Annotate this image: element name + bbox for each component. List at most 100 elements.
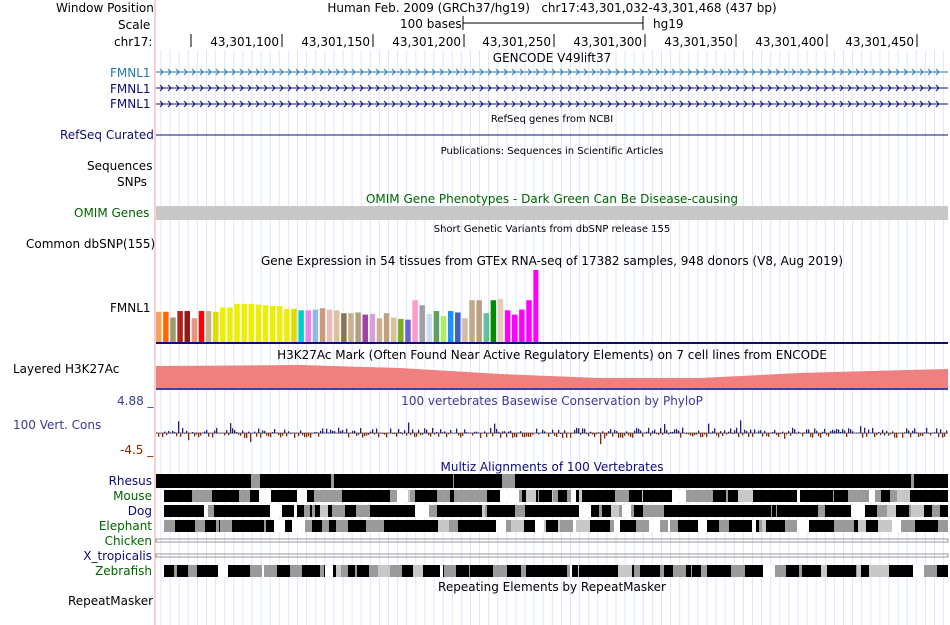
- multiz-alignment-block: [233, 520, 244, 532]
- publications-label[interactable]: Sequences: [87, 159, 153, 173]
- phylop-bar: [490, 427, 492, 434]
- multiz-alignment-block: [860, 490, 869, 502]
- phylop-bar: [824, 428, 826, 434]
- multiz-species-label[interactable]: Rhesus: [108, 474, 152, 488]
- phylop-bar: [282, 433, 284, 436]
- omim-label[interactable]: OMIM Genes: [74, 206, 150, 220]
- phylop-bar: [318, 433, 320, 437]
- multiz-alignment-block: [851, 520, 854, 532]
- phylop-bar: [704, 433, 706, 435]
- multiz-alignment-block: [707, 520, 719, 532]
- gencode-gene-label-3[interactable]: FMNL1: [110, 97, 151, 111]
- phylop-bar: [238, 433, 240, 435]
- multiz-alignment-block: [310, 505, 312, 517]
- multiz-alignment-block: [792, 505, 806, 517]
- multiz-alignment-block: [302, 565, 305, 577]
- multiz-alignment-block: [460, 474, 463, 488]
- multiz-alignment-block: [348, 520, 361, 532]
- h3k27ac-label[interactable]: Layered H3K27Ac: [13, 362, 120, 376]
- snps-label[interactable]: SNPs: [117, 175, 147, 189]
- gencode-gene-label-2[interactable]: FMNL1: [110, 82, 151, 96]
- multiz-alignment-block: [829, 474, 836, 488]
- multiz-alignment-block: [631, 490, 642, 502]
- multiz-alignment-block: [834, 520, 845, 532]
- multiz-alignment-block: [396, 505, 402, 517]
- phylop-bar: [384, 433, 386, 435]
- phylop-bar: [198, 433, 200, 438]
- multiz-alignment-block: [290, 565, 302, 577]
- multiz-alignment-block: [620, 490, 629, 502]
- repeatmasker-label[interactable]: RepeatMasker: [68, 594, 154, 608]
- multiz-alignment-block: [320, 565, 324, 577]
- multiz-alignment-block: [576, 520, 590, 532]
- multiz-alignment-block: [302, 474, 309, 488]
- multiz-species-label[interactable]: X_tropicalis: [83, 549, 152, 563]
- multiz-alignment-block: [224, 490, 237, 502]
- phylop-bar: [482, 432, 484, 434]
- multiz-alignment-empty: [155, 538, 949, 543]
- multiz-alignment-block: [219, 520, 220, 532]
- phylop-bar: [370, 431, 372, 434]
- phylop-bar: [766, 433, 768, 436]
- multiz-species-label[interactable]: Elephant: [98, 519, 152, 533]
- multiz-alignment-block: [228, 565, 233, 577]
- phylop-bar: [936, 428, 938, 434]
- multiz-species-label[interactable]: Mouse: [113, 489, 152, 503]
- phylop-bar: [808, 429, 810, 434]
- multiz-alignment-block: [288, 490, 297, 502]
- multiz-alignment-block: [390, 474, 401, 488]
- multiz-alignment-block: [579, 505, 581, 517]
- phylop-bar: [918, 433, 920, 437]
- multiz-alignment-block: [493, 565, 507, 577]
- phylop-bar: [256, 433, 258, 437]
- phylop-bar: [444, 431, 446, 434]
- phylop-bar: [158, 433, 160, 437]
- phylop-bar: [772, 431, 774, 434]
- phylop-bar: [734, 430, 736, 434]
- multiz-alignment-block: [517, 474, 528, 488]
- gtex-tissue-bar: [504, 310, 511, 342]
- phylop-bar: [214, 430, 216, 434]
- multiz-alignment-block: [878, 520, 892, 532]
- ruler-tick-label: 43,301,150: [301, 35, 370, 49]
- phylop-bar: [724, 430, 726, 434]
- gtex-gene-label[interactable]: FMNL1: [110, 301, 151, 315]
- multiz-alignment-block: [244, 520, 253, 532]
- multiz-alignment-block: [377, 505, 383, 517]
- multiz-alignment-block: [926, 490, 940, 502]
- phylop-bar: [574, 429, 576, 434]
- phylop-bar: [844, 430, 846, 434]
- phylop-bar: [468, 432, 470, 434]
- dbsnp-label[interactable]: Common dbSNP(155): [26, 237, 156, 251]
- multiz-alignment-block: [668, 520, 670, 532]
- multiz-alignment-block: [692, 565, 701, 577]
- multiz-alignment-block: [895, 474, 900, 488]
- phylop-bar: [738, 433, 740, 438]
- multiz-alignment-block: [378, 565, 390, 577]
- phylop-bar: [400, 432, 402, 434]
- gtex-tissue-bar: [291, 308, 297, 342]
- multiz-alignment-block: [914, 474, 923, 488]
- phylop-bar: [252, 432, 254, 434]
- phylop-bar: [530, 433, 532, 437]
- multiz-species-label[interactable]: Chicken: [104, 534, 152, 548]
- multiz-alignment-block: [180, 505, 193, 517]
- multiz-alignment-block: [366, 520, 373, 532]
- multiz-alignment-block: [515, 505, 525, 517]
- multiz-species-label[interactable]: Zebrafish: [95, 564, 152, 578]
- multiz-alignment-block: [343, 474, 353, 488]
- phylop-bar: [246, 433, 248, 438]
- multiz-alignment-block: [877, 505, 887, 517]
- phylop-bar: [620, 433, 622, 438]
- phylop-label[interactable]: 100 Vert. Cons: [13, 418, 102, 432]
- phylop-bar: [762, 433, 764, 437]
- gencode-gene-label-1[interactable]: FMNL1: [110, 66, 151, 80]
- phylop-bar: [484, 431, 486, 434]
- phylop-bar: [460, 433, 462, 438]
- phylop-bar: [770, 433, 772, 434]
- phylop-bar: [628, 433, 630, 436]
- multiz-alignment-block: [378, 520, 384, 532]
- multiz-species-label[interactable]: Dog: [127, 504, 152, 518]
- multiz-alignment-block: [931, 520, 936, 532]
- refseq-label[interactable]: RefSeq Curated: [60, 128, 154, 142]
